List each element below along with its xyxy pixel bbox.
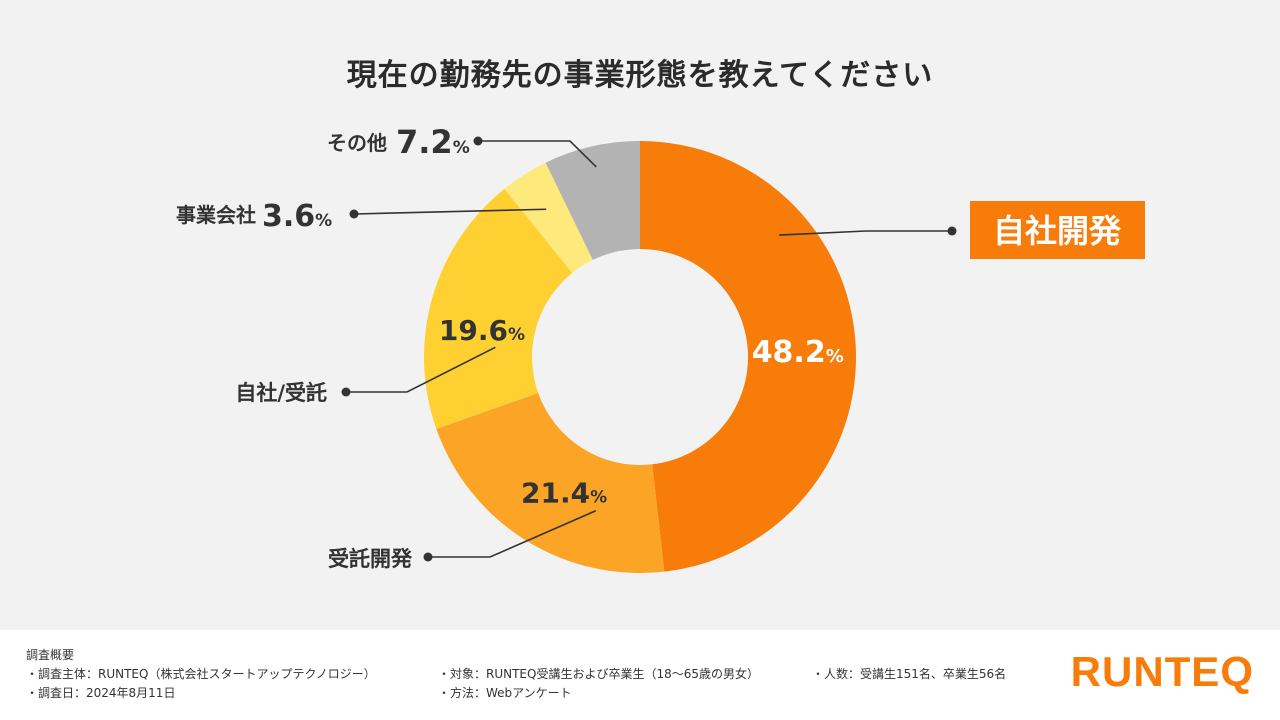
survey-title: 調査概要 [26,648,75,662]
data-label-jutaku-kaihatsu: 21.4% [521,476,607,509]
data-label-jigyou-gaisha: 3.6% [262,199,332,234]
pie-slice-sonota [545,141,640,260]
leader-line-jutaku-kaihatsu [428,510,597,558]
data-label-sonota: 7.2% [396,123,470,161]
leader-line-jigyou-gaisha [353,208,547,215]
leader-line-sonota [478,140,597,168]
pie-slice-jisha-kaihatsu [640,141,857,572]
survey-date: ・調査日：2024年8月11日 [26,686,176,700]
leader-dot-jisha-kaihatsu [947,226,957,236]
leader-dot-jutaku-kaihatsu [423,552,433,562]
category-label-jisha-jutaku: 自社/受託 [235,381,327,405]
survey-target: ・対象：RUNTEQ受講生および卒業生（18〜65歳の男女） [438,667,759,681]
pie-slice-jigyou-gaisha [504,162,593,273]
leader-line-jisha-kaihatsu [779,230,952,236]
pie-slice-jutaku-kaihatsu [436,392,665,573]
footer: 調査概要 ・調査主体：RUNTEQ（株式会社スタートアップテクノロジー） ・対象… [0,630,1280,720]
data-label-jisha-jutaku: 19.6% [439,314,525,347]
category-label-jigyou-gaisha: 事業会社 [176,203,256,227]
survey-host: ・調査主体：RUNTEQ（株式会社スタートアップテクノロジー） [26,667,376,681]
survey-count: ・人数：受講生151名、卒業生56名 [812,667,1007,681]
survey-method: ・方法：Webアンケート [438,686,572,700]
category-label-sonota: その他 [327,131,387,155]
survey-summary: 調査概要 ・調査主体：RUNTEQ（株式会社スタートアップテクノロジー） ・対象… [26,646,1006,703]
pie-slice-jisha-jutaku [424,188,573,429]
leader-dot-jisha-jutaku [341,387,351,397]
leader-dot-sonota [473,136,483,146]
leader-line-jisha-jutaku [346,346,496,393]
highlight-box [970,201,1145,259]
leader-dot-jigyou-gaisha [349,209,359,219]
chart-title: 現在の勤務先の事業形態を教えてください [346,58,934,93]
category-label-jutaku-kaihatsu: 受託開発 [328,547,413,571]
donut-chart: 48.2% 自社開発 21.4% 受託開発 19.6% 自社/受託 事業会社 3.6% その他 7… [176,123,1145,573]
category-label-jisha-kaihatsu: 自社開発 [993,212,1122,250]
data-label-jisha-kaihatsu: 48.2% [752,335,844,370]
runteq-logo: RUNTEQ [1070,648,1254,695]
